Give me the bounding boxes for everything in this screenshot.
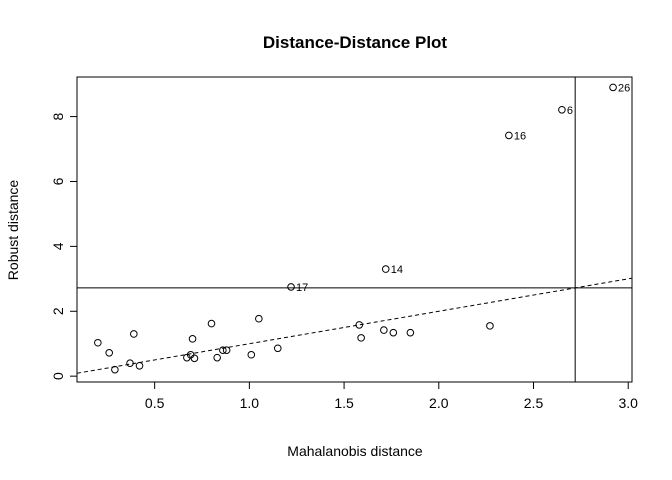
- x-tick-label: 2.0: [429, 395, 449, 411]
- data-point: [389, 328, 398, 337]
- y-tick-label: 0: [50, 372, 66, 380]
- y-tick-label: 6: [50, 177, 66, 185]
- y-tick-label: 4: [50, 242, 66, 250]
- data-point: [126, 359, 134, 367]
- data-point: [273, 344, 282, 353]
- data-point: [111, 365, 119, 374]
- point-label: 16: [514, 130, 526, 142]
- data-point: [381, 265, 390, 273]
- chart-title: Distance-Distance Plot: [263, 33, 448, 52]
- data-points: 17 14 16 6 26: [94, 82, 630, 374]
- data-point: [222, 346, 231, 355]
- point-label: 17: [296, 282, 308, 294]
- data-point: [135, 361, 144, 370]
- reference-lines: [77, 77, 632, 382]
- data-point: [130, 330, 138, 338]
- y-axis: 0 2 4 6 8: [50, 112, 77, 380]
- data-point: [287, 283, 295, 291]
- data-point: [207, 319, 216, 328]
- x-axis: 0.5 1.0 1.5 2.0 2.5 3.0: [145, 382, 638, 411]
- data-point: [380, 326, 388, 334]
- data-point: [219, 346, 227, 355]
- point-label: 26: [618, 82, 630, 94]
- data-point: [188, 335, 197, 343]
- data-point: [190, 354, 199, 363]
- x-tick-label: 0.5: [145, 395, 165, 411]
- data-point: [357, 334, 365, 342]
- identity-reference-line: [77, 277, 632, 374]
- data-point: [609, 83, 617, 92]
- x-tick-label: 1.5: [334, 395, 354, 411]
- data-point: [558, 105, 566, 114]
- data-point: [486, 322, 494, 330]
- plot-frame: [76, 76, 633, 383]
- x-tick-label: 1.0: [240, 395, 260, 411]
- point-label: 14: [391, 264, 403, 276]
- data-point: [355, 321, 364, 329]
- x-tick-label: 3.0: [618, 395, 638, 411]
- x-axis-label: Mahalanobis distance: [287, 443, 423, 459]
- data-point: [255, 314, 263, 323]
- data-point: [505, 131, 513, 140]
- y-tick-label: 2: [50, 307, 66, 315]
- data-point: [213, 353, 221, 362]
- data-point: [105, 348, 114, 357]
- data-point: [247, 350, 256, 359]
- point-label: 6: [567, 105, 573, 117]
- x-tick-label: 2.5: [524, 395, 544, 411]
- data-point: [94, 338, 102, 347]
- y-axis-label: Robust distance: [5, 180, 21, 281]
- data-point: [406, 328, 415, 337]
- y-tick-label: 8: [50, 112, 66, 120]
